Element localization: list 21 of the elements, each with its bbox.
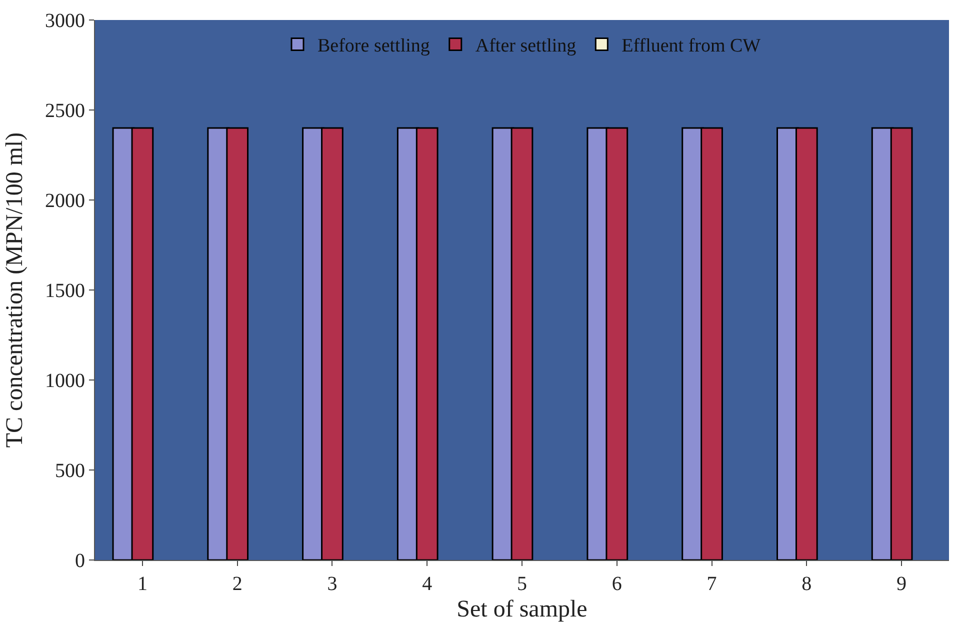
y-axis-title: TC concentration (MPN/100 ml) [2,132,28,448]
x-tick-label: 3 [327,573,338,595]
x-tick-label: 7 [706,573,717,595]
y-tick-label: 2500 [45,100,85,122]
x-tick-label: 4 [422,573,432,595]
legend-label: Effluent from CW [622,36,761,57]
y-tick-label: 3000 [45,10,85,32]
x-tick-label: 1 [137,573,148,595]
x-tick-label: 6 [612,573,622,595]
x-tick-label: 5 [517,573,527,595]
legend-label: After settling [475,36,577,57]
y-tick-label: 1500 [45,280,85,302]
y-tick-label: 0 [75,550,85,572]
x-axis-title: Set of sample [456,596,588,622]
x-tick-label: 8 [802,573,812,595]
x-tick-label: 9 [896,573,907,595]
x-tick-label: 2 [232,573,242,595]
y-tick-label: 2000 [45,190,85,212]
y-tick-label: 500 [55,460,85,482]
y-tick-label: 1000 [45,370,85,392]
legend-label: Before settling [318,36,430,57]
